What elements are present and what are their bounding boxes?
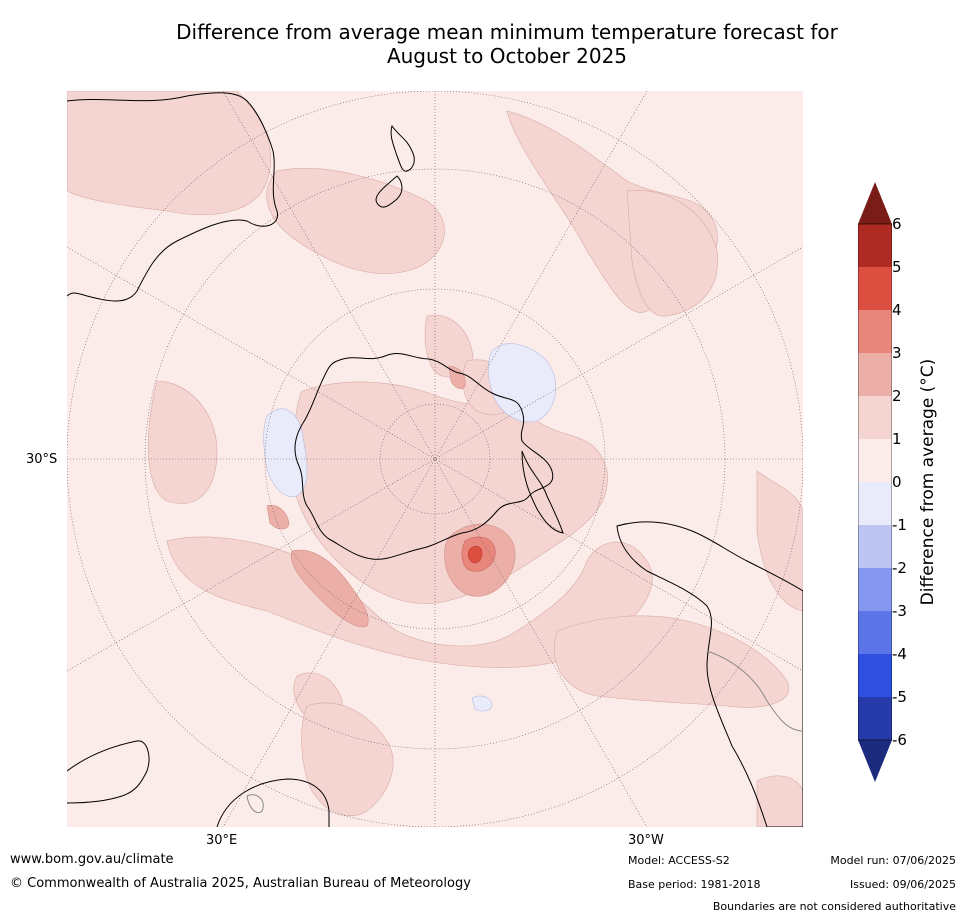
seg-6-5 [858, 224, 892, 267]
colorbar-over-arrow [858, 182, 892, 224]
footer-base-period: Base period: 1981-2018 [628, 878, 761, 891]
tick-5: 5 [892, 258, 902, 276]
footer-issued: Issued: 09/06/2025 [849, 878, 956, 891]
footer-model-run: Model run: 07/06/2025 [830, 854, 956, 867]
tick-2: 2 [892, 387, 902, 405]
polar-map [67, 91, 803, 827]
anomaly-plus4-5 [467, 545, 483, 564]
australia-coastline [67, 740, 330, 827]
chart-title: Difference from average mean minimum tem… [0, 20, 965, 68]
seg-5-4 [858, 267, 892, 310]
seg-m1-m2 [858, 525, 892, 568]
anomaly-minus0-1 [263, 343, 556, 712]
footer-url[interactable]: www.bom.gov.au/climate [10, 852, 174, 867]
antarctica-coastline [294, 353, 564, 560]
seg-m4-m5 [858, 654, 892, 697]
tick-4: 4 [892, 301, 902, 319]
seg-2-1 [858, 396, 892, 439]
tick-m6: -6 [892, 731, 907, 749]
graticule [67, 91, 803, 827]
seg-4-3 [858, 310, 892, 353]
colorbar [858, 182, 892, 782]
title-line-2: August to October 2025 [386, 44, 628, 68]
tick-m5: -5 [892, 688, 907, 706]
latitude-label: 30°S [26, 452, 58, 467]
longitude-label-west: 30°W [628, 833, 664, 848]
new-zealand-coastline [375, 124, 415, 208]
tick-0: 0 [892, 473, 902, 491]
seg-m3-m4 [858, 611, 892, 654]
footer-disclaimer: Boundaries are not considered authoritat… [712, 900, 956, 913]
tick-m4: -4 [892, 645, 907, 663]
seg-3-2 [858, 353, 892, 396]
colorbar-under-arrow [858, 740, 892, 782]
colorbar-frame [858, 223, 892, 741]
tick-m3: -3 [892, 602, 907, 620]
footer-copyright: © Commonwealth of Australia 2025, Austra… [10, 876, 471, 891]
seg-m5-m6 [858, 697, 892, 740]
grey-outlines [246, 650, 803, 814]
longitude-label-east: 30°E [206, 833, 238, 848]
title-line-1: Difference from average mean minimum tem… [176, 20, 838, 44]
seg-m2-m3 [858, 568, 892, 611]
tick-m1: -1 [892, 516, 907, 534]
south-america-coastline [616, 521, 803, 827]
seg-0-m1 [858, 482, 892, 525]
map-svg [67, 91, 803, 827]
tick-m2: -2 [892, 559, 907, 577]
colorbar-segments [858, 224, 892, 740]
tick-1: 1 [892, 430, 902, 448]
africa-coastline [67, 92, 278, 302]
anomaly-plus1-2 [67, 91, 803, 827]
seg-1-0 [858, 439, 892, 482]
footer-model: Model: ACCESS-S2 [628, 854, 730, 867]
tick-6: 6 [892, 215, 902, 233]
tick-3: 3 [892, 344, 902, 362]
colorbar-label: Difference from average (°C) [918, 358, 938, 606]
